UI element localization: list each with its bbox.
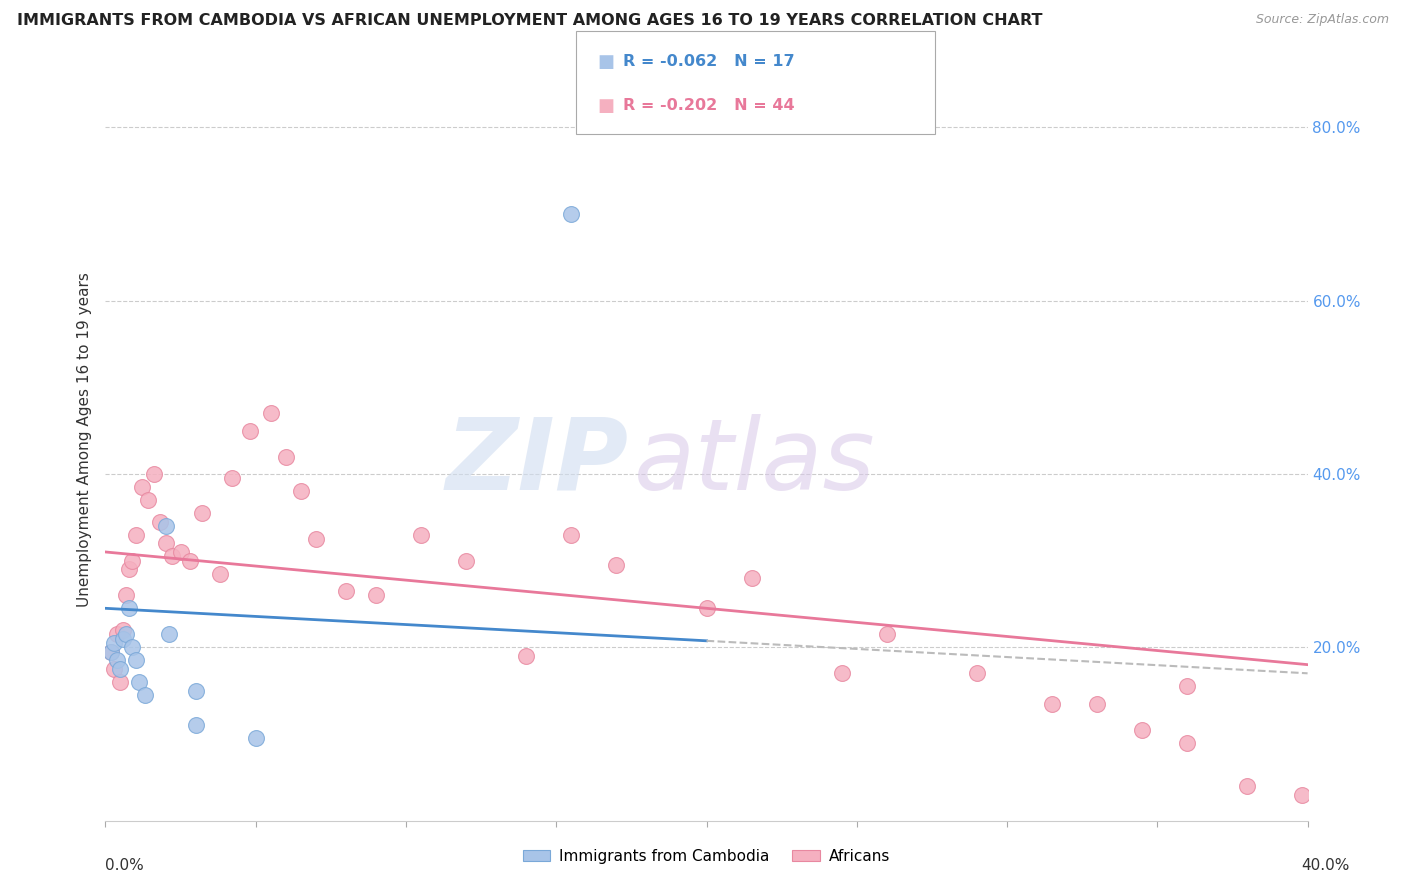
Point: [409, 527, 432, 541]
Point: [124, 527, 146, 541]
Point: [831, 666, 853, 681]
Text: ZIP: ZIP: [446, 414, 628, 511]
Point: [112, 632, 135, 646]
Point: [456, 554, 478, 568]
Text: R = -0.062   N = 17: R = -0.062 N = 17: [623, 54, 794, 70]
Point: [179, 554, 201, 568]
Point: [169, 545, 191, 559]
Text: ■: ■: [598, 97, 614, 115]
Y-axis label: Unemployment Among Ages 16 to 19 years: Unemployment Among Ages 16 to 19 years: [76, 272, 91, 607]
Point: [305, 532, 328, 546]
Point: [1040, 697, 1063, 711]
Text: R = -0.202   N = 44: R = -0.202 N = 44: [623, 98, 794, 113]
Point: [221, 471, 243, 485]
Point: [115, 627, 138, 641]
Text: 0.0%: 0.0%: [105, 858, 145, 873]
Point: [190, 506, 212, 520]
Point: [560, 527, 582, 541]
Point: [148, 515, 170, 529]
Text: Source: ZipAtlas.com: Source: ZipAtlas.com: [1256, 13, 1389, 27]
Point: [1085, 697, 1108, 711]
Point: [741, 571, 763, 585]
Point: [155, 519, 177, 533]
Point: [121, 554, 143, 568]
Legend: Immigrants from Cambodia, Africans: Immigrants from Cambodia, Africans: [516, 843, 897, 871]
Point: [239, 424, 262, 438]
Point: [136, 493, 159, 508]
Point: [184, 718, 207, 732]
Text: ■: ■: [598, 53, 614, 70]
Point: [160, 549, 183, 564]
Point: [1236, 779, 1258, 793]
Point: [605, 558, 627, 572]
Point: [118, 601, 141, 615]
Point: [103, 662, 125, 676]
Point: [107, 653, 129, 667]
Point: [112, 623, 135, 637]
Point: [110, 662, 132, 676]
Point: [274, 450, 297, 464]
Point: [115, 588, 138, 602]
Point: [100, 645, 122, 659]
Point: [1130, 723, 1153, 737]
Point: [260, 406, 283, 420]
Point: [208, 566, 231, 581]
Point: [364, 588, 387, 602]
Point: [1177, 679, 1199, 693]
Point: [876, 627, 898, 641]
Point: [290, 484, 312, 499]
Point: [155, 536, 177, 550]
Point: [1291, 788, 1313, 802]
Point: [157, 627, 180, 641]
Point: [100, 645, 122, 659]
Point: [696, 601, 718, 615]
Point: [118, 562, 141, 576]
Point: [142, 467, 165, 481]
Text: 40.0%: 40.0%: [1302, 858, 1350, 873]
Point: [110, 675, 132, 690]
Text: atlas: atlas: [634, 414, 876, 511]
Point: [245, 731, 267, 746]
Point: [966, 666, 988, 681]
Point: [103, 636, 125, 650]
Point: [560, 207, 582, 221]
Point: [1177, 736, 1199, 750]
Point: [124, 653, 146, 667]
Point: [128, 675, 150, 690]
Text: IMMIGRANTS FROM CAMBODIA VS AFRICAN UNEMPLOYMENT AMONG AGES 16 TO 19 YEARS CORRE: IMMIGRANTS FROM CAMBODIA VS AFRICAN UNEM…: [17, 13, 1042, 29]
Point: [335, 584, 357, 599]
Point: [121, 640, 143, 655]
Point: [515, 648, 537, 663]
Point: [184, 683, 207, 698]
Point: [131, 480, 153, 494]
Point: [134, 688, 156, 702]
Point: [107, 627, 129, 641]
